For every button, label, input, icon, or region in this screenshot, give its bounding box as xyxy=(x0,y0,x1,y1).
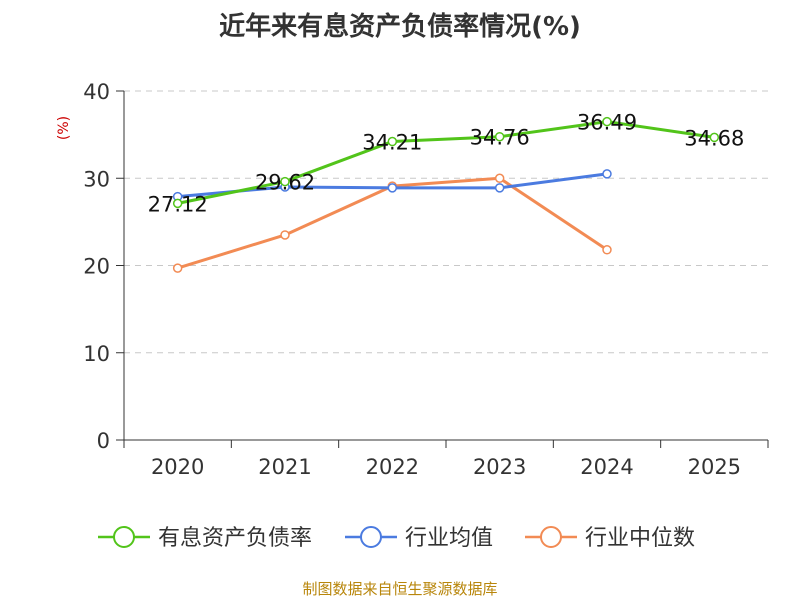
data-label: 34.21 xyxy=(362,131,422,155)
legend-label: 行业中位数 xyxy=(585,526,695,551)
legend-marker xyxy=(540,526,562,548)
data-label: 27.12 xyxy=(148,192,208,216)
y-tick-label: 30 xyxy=(83,167,110,191)
y-axis-label: (%) xyxy=(56,116,72,140)
axis-layer: 0 10 20 30 40 2020 2021 2022 2023 2024 2025 xyxy=(83,80,769,479)
data-point xyxy=(387,136,398,147)
data-point xyxy=(172,263,183,273)
data-point xyxy=(280,176,290,187)
data-point xyxy=(602,169,612,179)
grid-layer xyxy=(124,90,768,354)
series-line xyxy=(177,120,715,205)
y-tick-label: 20 xyxy=(83,255,110,279)
x-tick-label: 2021 xyxy=(258,455,311,479)
y-tick-label: 0 xyxy=(97,429,110,453)
x-tick-label: 2020 xyxy=(151,455,204,479)
y-tick-label: 40 xyxy=(83,80,110,104)
data-point xyxy=(709,132,720,143)
data-point xyxy=(172,198,183,209)
data-point xyxy=(494,131,505,142)
legend: 有息资产负债率 行业均值 行业中位数 xyxy=(98,526,695,551)
legend-marker xyxy=(360,526,382,548)
data-label-layer: 27.12 29.62 34.21 34.76 36.49 34.68 xyxy=(148,111,745,217)
data-point xyxy=(602,116,612,127)
x-tick-label: 2022 xyxy=(366,455,419,479)
series-layer xyxy=(172,116,720,273)
legend-label: 行业均值 xyxy=(405,526,493,551)
data-point xyxy=(494,173,505,183)
legend-label: 有息资产负债率 xyxy=(158,526,312,551)
x-tick-label: 2023 xyxy=(473,455,526,479)
data-point xyxy=(387,183,398,193)
source-note: 制图数据来自恒生聚源数据库 xyxy=(302,580,498,598)
x-tick-label: 2025 xyxy=(688,455,741,479)
data-label: 34.68 xyxy=(684,126,744,150)
data-point xyxy=(280,230,290,240)
legend-marker xyxy=(113,526,135,548)
data-point xyxy=(494,183,505,193)
data-point xyxy=(602,245,612,255)
y-tick-label: 10 xyxy=(83,342,110,366)
data-label: 36.49 xyxy=(577,111,637,135)
chart-title: 近年来有息资产负债率情况(%) xyxy=(219,12,581,42)
data-label: 34.76 xyxy=(470,126,530,150)
data-label: 29.62 xyxy=(255,171,315,195)
x-tick-label: 2024 xyxy=(580,455,633,479)
